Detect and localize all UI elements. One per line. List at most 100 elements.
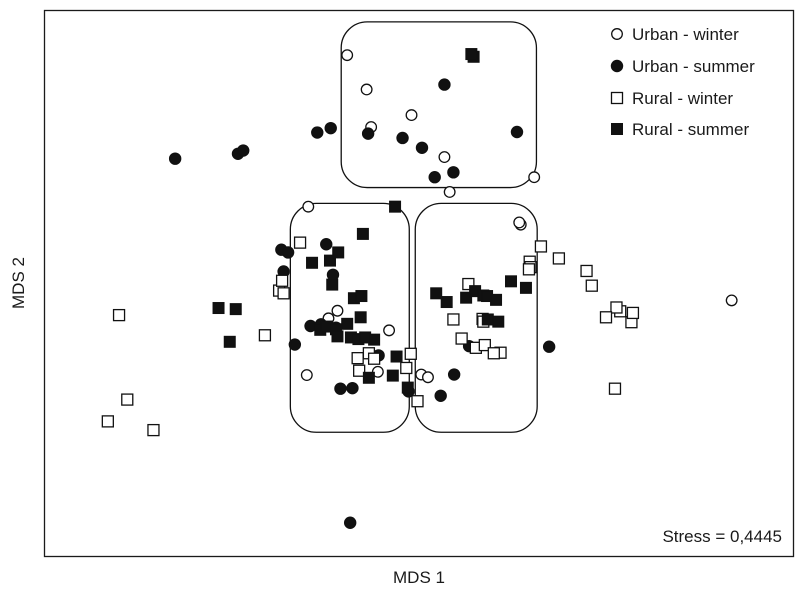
point-urban-summer — [343, 516, 357, 529]
point-rural-summer — [362, 371, 375, 384]
point-rural-winter — [478, 338, 491, 352]
point-urban-summer — [542, 340, 556, 353]
point-urban-winter — [405, 109, 418, 122]
point-rural-winter — [585, 279, 598, 292]
point-urban-summer — [361, 127, 375, 140]
point-rural-winter — [275, 274, 289, 287]
point-urban-winter — [360, 83, 373, 96]
point-rural-winter — [610, 301, 623, 314]
point-urban-summer — [447, 166, 460, 179]
point-rural-summer — [389, 200, 402, 213]
point-rural-winter — [447, 313, 460, 326]
point-rural-summer — [492, 315, 505, 328]
point-urban-summer — [324, 121, 337, 135]
point-rural-winter — [353, 364, 366, 377]
point-rural-winter — [400, 361, 413, 375]
stress-annotation: Stress = 0,4445 — [662, 527, 782, 546]
point-rural-winter — [626, 306, 640, 320]
legend: Urban - winter Urban - summer Rural - wi… — [610, 25, 755, 139]
point-rural-summer — [386, 369, 399, 382]
point-rural-winter — [404, 347, 417, 360]
point-rural-summer — [331, 330, 344, 343]
point-urban-winter — [341, 49, 354, 62]
point-rural-summer — [354, 311, 367, 324]
point-rural-winter — [258, 329, 272, 342]
point-rural-summer — [323, 254, 336, 267]
point-urban-summer — [396, 131, 409, 145]
data-points — [101, 48, 738, 529]
cluster-outline-lower-right-cluster — [414, 202, 538, 433]
point-rural-summer — [465, 48, 478, 61]
point-rural-winter — [293, 236, 307, 249]
point-urban-summer — [510, 125, 524, 139]
point-rural-summer — [223, 335, 236, 348]
point-rural-summer — [401, 381, 414, 394]
point-rural-summer — [306, 256, 319, 269]
point-urban-winter — [422, 371, 434, 384]
point-rural-summer — [355, 290, 368, 303]
legend-marker-urban-summer — [610, 59, 624, 73]
legend-label-rural-summer: Rural - summer — [632, 120, 749, 139]
point-rural-summer — [481, 313, 494, 326]
point-rural-summer — [430, 287, 443, 300]
point-urban-summer — [434, 389, 447, 402]
point-urban-summer — [346, 381, 359, 395]
plot-frame — [43, 9, 795, 558]
point-rural-winter — [599, 311, 613, 324]
point-rural-winter — [487, 347, 500, 360]
point-urban-winter — [302, 200, 315, 213]
legend-label-urban-winter: Urban - winter — [632, 25, 739, 44]
point-rural-summer — [341, 317, 354, 330]
point-rural-winter — [580, 264, 593, 278]
point-rural-winter — [351, 352, 364, 365]
point-urban-winter — [438, 151, 451, 164]
point-rural-winter — [462, 277, 475, 291]
legend-label-urban-summer: Urban - summer — [632, 57, 755, 76]
point-urban-summer — [428, 171, 441, 184]
point-urban-winter — [331, 304, 344, 317]
point-rural-summer — [332, 246, 345, 259]
point-urban-summer — [168, 152, 182, 165]
point-rural-summer — [212, 302, 225, 315]
point-rural-summer — [440, 296, 453, 309]
point-rural-winter — [522, 263, 536, 276]
point-urban-winter — [528, 171, 541, 184]
point-urban-summer — [237, 144, 250, 157]
point-urban-summer — [334, 382, 347, 395]
cluster-outline-upper-cluster — [340, 21, 538, 189]
point-rural-winter — [147, 423, 160, 437]
legend-marker-rural-winter — [610, 91, 624, 105]
point-urban-summer — [438, 78, 451, 91]
cluster-outline-lower-left-cluster — [289, 202, 410, 433]
point-rural-summer — [229, 303, 242, 316]
point-urban-summer — [320, 238, 333, 251]
y-axis-label: MDS 2 — [9, 257, 28, 309]
point-rural-winter — [277, 287, 290, 300]
point-rural-summer — [505, 275, 518, 288]
legend-marker-urban-winter — [611, 28, 623, 40]
point-rural-winter — [121, 393, 134, 406]
point-urban-summer — [281, 246, 295, 259]
point-rural-summer — [368, 333, 381, 346]
x-axis-label: MDS 1 — [393, 568, 445, 587]
point-rural-winter — [112, 308, 126, 322]
legend-label-rural-winter: Rural - winter — [632, 89, 733, 108]
point-rural-winter — [534, 240, 548, 253]
point-urban-summer — [447, 368, 461, 381]
point-rural-summer — [460, 291, 473, 304]
point-rural-winter — [608, 382, 622, 395]
point-urban-winter — [300, 369, 313, 382]
point-urban-winter — [513, 216, 526, 229]
point-urban-summer — [288, 338, 302, 351]
cluster-outlines — [289, 21, 538, 433]
point-urban-winter — [383, 324, 396, 337]
point-rural-summer — [326, 278, 339, 291]
point-urban-winter — [443, 185, 456, 198]
point-rural-summer — [356, 227, 369, 240]
point-rural-summer — [519, 281, 532, 294]
point-rural-summer — [490, 293, 503, 306]
point-rural-winter — [411, 395, 424, 408]
point-rural-summer — [390, 350, 403, 363]
